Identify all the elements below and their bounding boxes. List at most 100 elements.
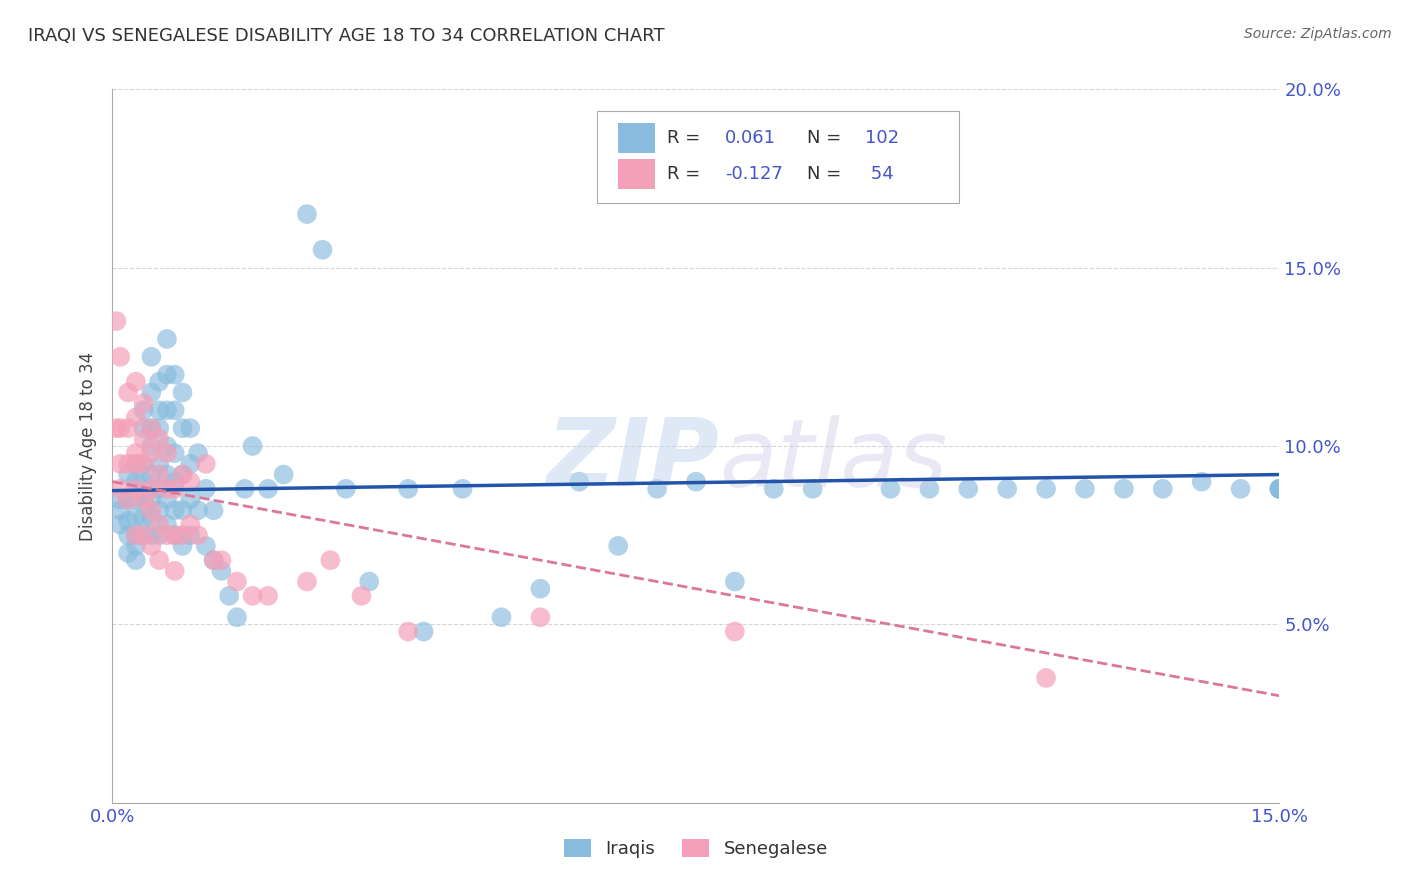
Point	[187, 528, 209, 542]
Point	[172, 503, 194, 517]
Point	[273, 467, 295, 482]
Point	[607, 539, 630, 553]
Point	[1112, 482, 1135, 496]
Point	[568, 475, 591, 489]
Point	[163, 446, 186, 460]
Point	[125, 528, 148, 542]
Point	[148, 553, 170, 567]
Point	[1268, 482, 1291, 496]
Point	[319, 553, 342, 567]
Point	[117, 492, 139, 507]
Point	[179, 517, 201, 532]
Point	[141, 467, 163, 482]
Point	[125, 475, 148, 489]
Point	[105, 314, 128, 328]
Point	[242, 439, 264, 453]
Point	[125, 528, 148, 542]
Point	[491, 610, 513, 624]
Point	[918, 482, 941, 496]
Point	[1268, 482, 1291, 496]
Point	[156, 332, 179, 346]
Point	[132, 528, 155, 542]
Point	[257, 589, 280, 603]
Point	[1268, 482, 1291, 496]
FancyBboxPatch shape	[617, 123, 655, 153]
FancyBboxPatch shape	[596, 111, 959, 203]
Point	[148, 421, 170, 435]
Point	[156, 403, 179, 417]
Point	[148, 375, 170, 389]
Point	[148, 528, 170, 542]
Point	[202, 553, 225, 567]
Point	[209, 564, 232, 578]
Point	[172, 385, 194, 400]
Point	[141, 421, 163, 435]
Point	[125, 510, 148, 524]
Point	[141, 510, 163, 524]
Point	[148, 467, 170, 482]
Point	[141, 492, 163, 507]
Point	[172, 421, 194, 435]
Point	[125, 482, 148, 496]
Point	[110, 457, 132, 471]
Point	[141, 421, 163, 435]
Point	[187, 446, 209, 460]
Point	[724, 574, 747, 589]
Point	[957, 482, 980, 496]
Point	[529, 582, 551, 596]
Point	[117, 385, 139, 400]
Point	[194, 482, 217, 496]
Point	[148, 517, 170, 532]
Text: 0.061: 0.061	[725, 129, 776, 147]
Point	[110, 482, 132, 496]
Point	[295, 207, 318, 221]
Point	[202, 503, 225, 517]
Point	[172, 467, 194, 482]
Point	[117, 421, 139, 435]
Point	[110, 503, 132, 517]
Point	[879, 482, 901, 496]
Point	[163, 528, 186, 542]
Point	[179, 475, 201, 489]
Point	[141, 539, 163, 553]
Point	[125, 492, 148, 507]
Point	[172, 528, 194, 542]
Point	[141, 446, 163, 460]
Point	[117, 528, 139, 542]
Point	[396, 482, 419, 496]
Point	[117, 492, 139, 507]
Text: R =: R =	[666, 165, 700, 183]
Point	[163, 482, 186, 496]
Point	[110, 517, 132, 532]
Point	[125, 375, 148, 389]
Text: N =: N =	[807, 165, 841, 183]
Point	[194, 539, 217, 553]
Point	[335, 482, 357, 496]
Point	[117, 457, 139, 471]
Point	[148, 482, 170, 496]
Point	[148, 457, 170, 471]
Text: ZIP: ZIP	[547, 414, 720, 507]
Point	[117, 546, 139, 560]
Point	[179, 457, 201, 471]
Point	[148, 503, 170, 517]
Point	[105, 421, 128, 435]
Point	[396, 624, 419, 639]
Point	[132, 457, 155, 471]
Point	[141, 439, 163, 453]
Point	[179, 492, 201, 507]
Point	[132, 457, 155, 471]
Point	[1074, 482, 1097, 496]
Point	[451, 482, 474, 496]
Point	[156, 446, 179, 460]
Point	[110, 421, 132, 435]
Point	[125, 457, 148, 471]
Point	[156, 528, 179, 542]
Point	[179, 528, 201, 542]
Point	[125, 457, 148, 471]
Point	[1268, 482, 1291, 496]
Point	[125, 539, 148, 553]
Point	[125, 446, 148, 460]
Point	[125, 553, 148, 567]
Point	[202, 553, 225, 567]
